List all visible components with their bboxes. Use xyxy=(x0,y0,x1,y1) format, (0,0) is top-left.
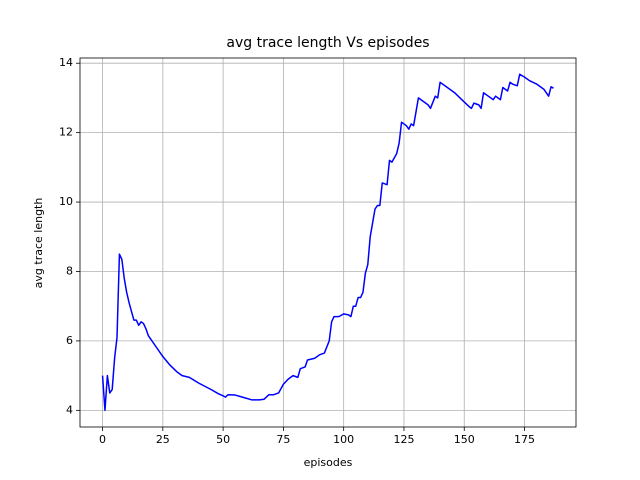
plot-frame xyxy=(79,57,577,428)
y-tick-label: 14 xyxy=(59,56,73,69)
x-tick-label: 175 xyxy=(514,433,535,446)
y-axis-label: avg trace length xyxy=(32,198,45,289)
chart-title: avg trace length Vs episodes xyxy=(226,35,429,51)
y-tick-label: 12 xyxy=(59,126,73,139)
y-tick-label: 10 xyxy=(59,195,73,208)
x-tick-label: 25 xyxy=(156,433,170,446)
y-tick-label: 6 xyxy=(66,334,73,347)
x-tick-label: 0 xyxy=(99,433,106,446)
y-tick-label: 8 xyxy=(66,264,73,277)
y-tick-label: 4 xyxy=(66,403,73,416)
x-tick-label: 125 xyxy=(393,433,414,446)
x-axis-label: episodes xyxy=(304,456,353,469)
x-tick-label: 100 xyxy=(333,433,354,446)
x-tick-label: 75 xyxy=(276,433,290,446)
x-tick-label: 50 xyxy=(216,433,230,446)
data-line xyxy=(101,73,554,412)
x-tick-label: 150 xyxy=(454,433,475,446)
